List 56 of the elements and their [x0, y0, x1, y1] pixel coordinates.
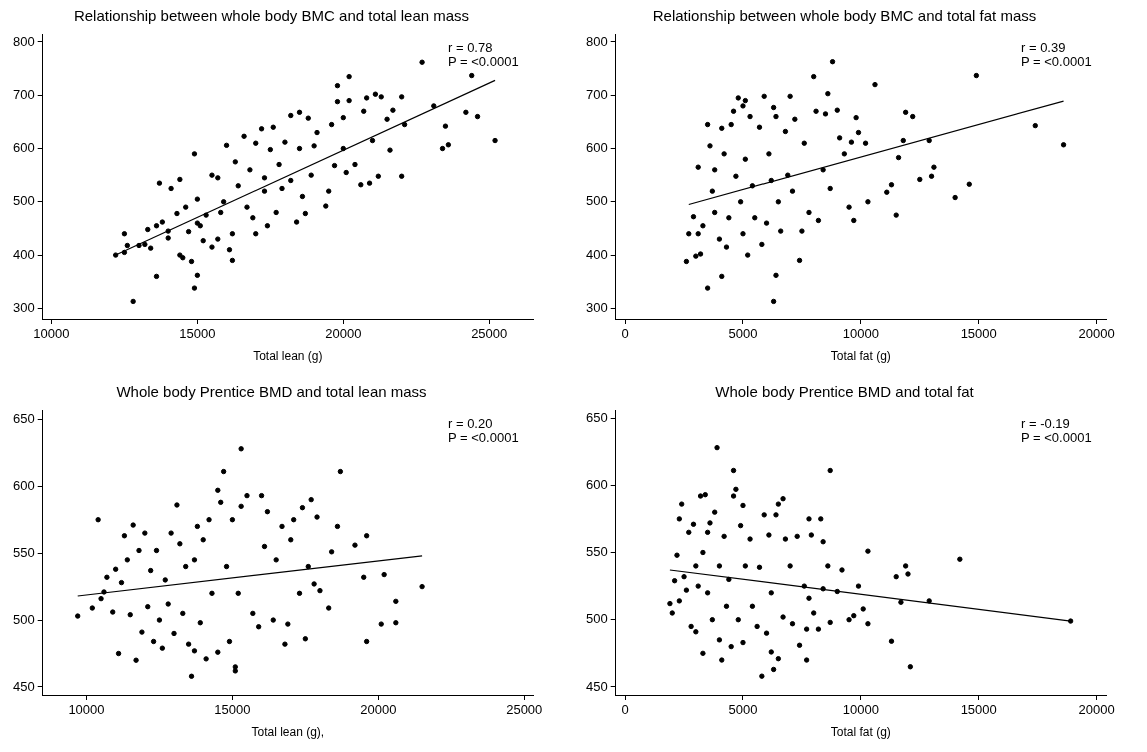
- y-tick-label: 700: [12, 86, 35, 102]
- x-tick-label: 20000: [1078, 702, 1115, 718]
- y-tick-label: 600: [585, 140, 608, 156]
- y-tick-label: 300: [585, 299, 608, 315]
- x-axis-title: Total lean (g): [253, 349, 323, 364]
- y-tick-label: 600: [12, 140, 35, 156]
- x-axis-title: Total lean (g),: [251, 725, 325, 740]
- annotation: P = <0.0001: [1021, 430, 1092, 446]
- annotation: r = -0.19: [1021, 416, 1070, 432]
- annotation: r = 0.78: [448, 40, 493, 56]
- x-axis-title: Total fat (g): [830, 349, 891, 364]
- x-tick-label: 10000: [842, 702, 879, 718]
- x-tick-label: 20000: [1078, 326, 1115, 342]
- annotation: r = 0.39: [1021, 40, 1066, 56]
- y-tick-label: 500: [585, 611, 608, 627]
- annotation: P = <0.0001: [1021, 54, 1092, 70]
- chart-title: Whole body Prentice BMD and total fat: [715, 383, 975, 401]
- y-tick-label: 600: [12, 477, 35, 493]
- y-tick-label: 450: [12, 678, 35, 694]
- x-tick-label: 15000: [179, 326, 216, 342]
- x-tick-label: 10000: [33, 326, 70, 342]
- y-tick-label: 800: [585, 33, 608, 49]
- chart-title: Relationship between whole body BMC and total lean mass: [73, 7, 470, 25]
- chart-title: Whole body Prentice BMD and total lean mass: [116, 383, 427, 401]
- y-tick-label: 550: [585, 544, 608, 560]
- x-tick-label: 20000: [360, 702, 397, 718]
- x-tick-label: 10000: [68, 702, 105, 718]
- y-tick-label: 650: [585, 409, 608, 425]
- y-tick-label: 800: [12, 33, 35, 49]
- chart-title: Relationship between whole body BMC and total fat mass: [652, 7, 1037, 25]
- annotation: P = <0.0001: [448, 54, 519, 70]
- x-tick-label: 10000: [842, 326, 879, 342]
- x-tick-label: 25000: [471, 326, 508, 342]
- annotation: r = 0.20: [448, 416, 493, 432]
- x-tick-label: 15000: [960, 326, 997, 342]
- x-tick-label: 20000: [325, 326, 362, 342]
- y-tick-label: 500: [12, 611, 35, 627]
- x-tick-label: 5000: [728, 702, 758, 718]
- x-tick-label: 15000: [214, 702, 251, 718]
- annotation: P = <0.0001: [448, 430, 519, 446]
- y-tick-label: 500: [585, 193, 608, 209]
- y-tick-label: 500: [12, 193, 35, 209]
- y-tick-label: 550: [12, 544, 35, 560]
- y-tick-label: 450: [585, 678, 608, 694]
- y-tick-label: 650: [12, 410, 35, 426]
- y-tick-label: 600: [585, 476, 608, 492]
- x-tick-label: 0: [621, 702, 629, 718]
- x-tick-label: 25000: [506, 702, 543, 718]
- x-tick-label: 0: [621, 326, 629, 342]
- y-tick-label: 700: [585, 86, 608, 102]
- x-axis-title: Total fat (g): [830, 725, 891, 740]
- x-tick-label: 5000: [728, 326, 758, 342]
- y-tick-label: 400: [12, 246, 35, 262]
- x-tick-label: 15000: [960, 702, 997, 718]
- y-tick-label: 400: [585, 246, 608, 262]
- y-tick-label: 300: [12, 299, 35, 315]
